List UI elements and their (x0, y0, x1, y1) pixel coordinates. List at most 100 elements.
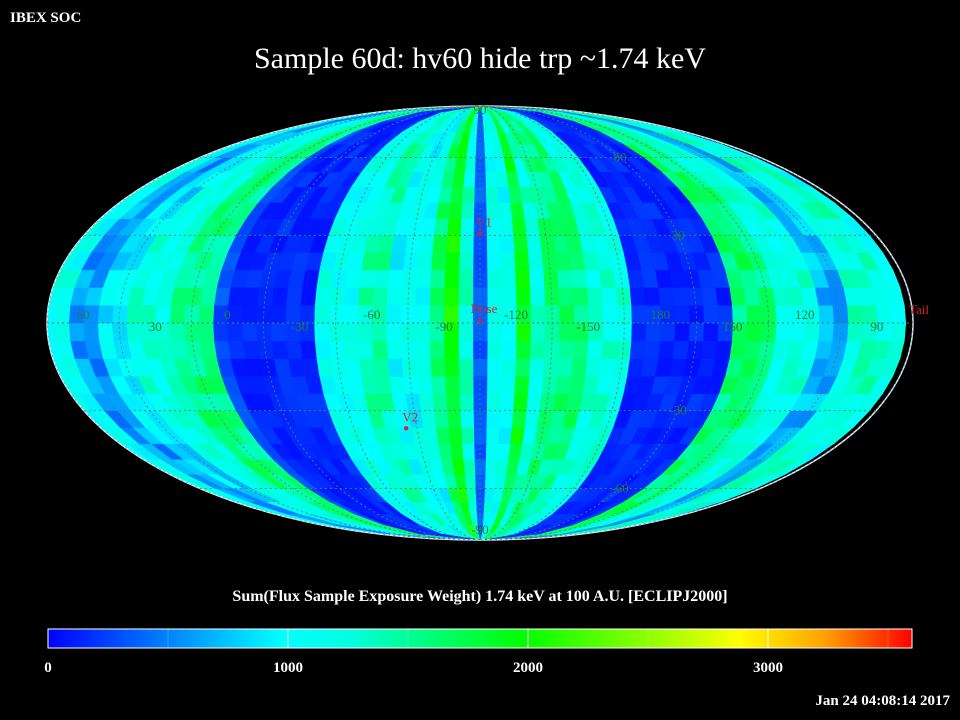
flux-cell (507, 443, 523, 460)
flux-cell (473, 443, 487, 460)
flux-cell (745, 322, 762, 342)
latitude-tick-label: -60 (611, 480, 628, 495)
flux-cell (371, 340, 388, 359)
flux-cell (385, 322, 402, 342)
flux-cell (513, 375, 530, 394)
flux-cell (745, 304, 762, 324)
flux-cell (817, 322, 834, 342)
flux-cell (586, 340, 603, 359)
flux-cell (657, 287, 675, 306)
flux-cell (372, 269, 390, 288)
flux-cell (474, 144, 486, 158)
flux-cell (500, 375, 516, 394)
flux-cell (514, 358, 531, 377)
latitude-tick-label: 90 (474, 102, 487, 117)
flux-cell (511, 218, 527, 236)
flux-cell (630, 304, 647, 324)
flux-cell (584, 269, 602, 288)
marker-label: V2 (402, 409, 418, 424)
flux-cell (572, 287, 589, 306)
latitude-tick-label: -90 (471, 522, 488, 537)
flux-cell (169, 304, 186, 324)
flux-cell (344, 269, 362, 288)
flux-cell (513, 252, 530, 271)
longitude-tick-label: -120 (504, 307, 528, 322)
flux-cell (386, 340, 403, 359)
flux-cell (714, 287, 733, 306)
flux-cell (285, 287, 303, 306)
longitude-tick-label: 30 (149, 319, 162, 334)
flux-cell (270, 304, 287, 324)
flux-cell (788, 322, 806, 342)
flux-cell (527, 252, 544, 271)
flux-cell (387, 358, 404, 377)
marker-dot (477, 317, 483, 323)
flux-cell (402, 252, 419, 271)
longitude-tick-label: -30 (291, 319, 308, 334)
flux-cell (528, 358, 545, 377)
longitude-tick-label: -90 (435, 319, 452, 334)
colorbar-tick-label: 0 (44, 660, 52, 676)
flux-cell (371, 322, 387, 342)
flux-cell (448, 427, 463, 444)
flux-cell (643, 287, 661, 306)
flux-cell (270, 322, 287, 342)
flux-cell (460, 202, 475, 219)
flux-cell (525, 235, 542, 253)
flux-cell (686, 287, 704, 306)
corner-label: IBEX SOC (10, 10, 82, 26)
flux-cell (485, 427, 500, 444)
flux-cell (486, 269, 502, 288)
flux-cell (53, 304, 71, 324)
longitude-line (47, 106, 481, 540)
flux-cell (542, 358, 559, 377)
flux-cell (464, 157, 476, 173)
flux-cell (371, 287, 388, 306)
flux-cell (554, 252, 572, 271)
timestamp: Jan 24 04:08:14 2017 (815, 693, 950, 709)
flux-cell (598, 269, 616, 288)
flux-cell (512, 393, 529, 412)
flux-cell (446, 410, 462, 428)
marker-dot (403, 426, 409, 431)
flux-cell (431, 393, 448, 412)
flux-cell (486, 358, 502, 377)
flux-cell (714, 340, 733, 359)
flux-cell (659, 322, 676, 342)
flux-cell (458, 252, 474, 271)
flux-cell (515, 287, 531, 306)
flux-cell (429, 269, 446, 288)
longitude-tick-label: 90 (870, 319, 883, 334)
flux-cell (227, 287, 246, 306)
flux-cell (630, 322, 647, 342)
flux-cell (528, 269, 545, 288)
colorbar-tick-label: 1000 (273, 660, 303, 676)
flux-cell (673, 304, 690, 324)
flux-cell (582, 375, 600, 394)
flux-cell (626, 358, 645, 377)
flux-cell (485, 443, 499, 460)
latitude-tick-label: 30 (672, 227, 685, 242)
marker-dot (477, 231, 483, 236)
longitude-line (479, 106, 553, 540)
flux-cell (446, 218, 462, 236)
flux-cell (429, 358, 446, 377)
colorbar-label: Sum(Flux Sample Exposure Weight) 1.74 ke… (232, 588, 728, 605)
flux-cell (496, 186, 511, 203)
flux-cell (584, 358, 602, 377)
flux-cell (486, 393, 501, 412)
flux-cell (541, 252, 558, 271)
flux-cell (671, 287, 689, 306)
markers: V1 Nose V2 Tail (402, 214, 929, 431)
flux-cell (299, 340, 317, 359)
flux-cell (461, 186, 475, 203)
flux-cell (464, 473, 476, 489)
flux-cell (486, 322, 502, 342)
flux-cell (459, 393, 474, 412)
flux-cell (686, 340, 704, 359)
marker-label: Nose (471, 301, 498, 316)
flux-cell (444, 375, 460, 394)
flux-cell (572, 340, 589, 359)
flux-cell (626, 269, 645, 288)
flux-cell (256, 287, 274, 306)
